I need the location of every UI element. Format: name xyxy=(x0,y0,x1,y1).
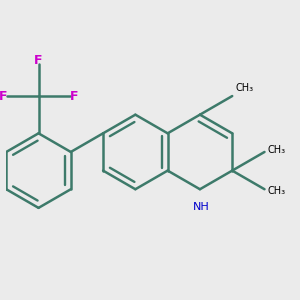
Text: CH₃: CH₃ xyxy=(235,83,253,93)
Text: CH₃: CH₃ xyxy=(267,145,286,155)
Text: NH: NH xyxy=(193,202,209,212)
Text: F: F xyxy=(70,89,78,103)
Text: F: F xyxy=(0,89,7,103)
Text: F: F xyxy=(34,54,43,67)
Text: CH₃: CH₃ xyxy=(267,186,286,196)
